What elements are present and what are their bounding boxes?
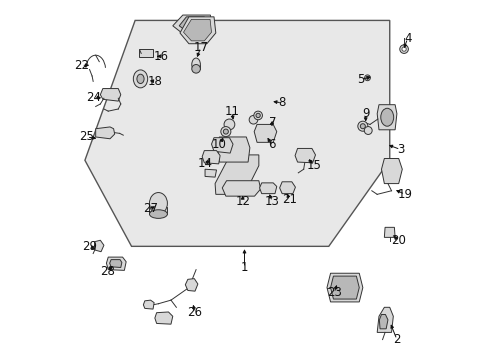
Bar (139, 49, 153, 57)
Polygon shape (376, 105, 396, 130)
Polygon shape (381, 158, 402, 184)
Polygon shape (326, 273, 362, 302)
Circle shape (255, 113, 260, 118)
Circle shape (221, 127, 230, 136)
Text: 18: 18 (147, 75, 162, 88)
Polygon shape (179, 17, 204, 31)
Text: 25: 25 (79, 130, 94, 144)
Circle shape (357, 121, 367, 131)
Polygon shape (180, 17, 215, 44)
Text: 8: 8 (278, 96, 285, 109)
Text: 24: 24 (86, 91, 101, 104)
Polygon shape (259, 183, 276, 194)
Polygon shape (109, 260, 122, 267)
Text: 21: 21 (281, 193, 296, 206)
Polygon shape (94, 240, 104, 252)
Circle shape (366, 76, 368, 79)
Polygon shape (202, 150, 220, 164)
Polygon shape (379, 315, 387, 329)
Circle shape (399, 45, 407, 53)
Polygon shape (279, 182, 295, 194)
Text: 2: 2 (392, 333, 400, 346)
Text: 4: 4 (403, 32, 410, 45)
Text: 17: 17 (193, 41, 208, 54)
Polygon shape (100, 89, 121, 101)
Text: 16: 16 (154, 50, 168, 63)
Polygon shape (217, 137, 249, 162)
Circle shape (401, 47, 406, 51)
Text: 19: 19 (397, 188, 412, 201)
Polygon shape (204, 169, 216, 177)
Polygon shape (330, 276, 359, 299)
Text: 15: 15 (305, 159, 321, 172)
Circle shape (364, 127, 371, 134)
Text: 22: 22 (74, 59, 89, 72)
Ellipse shape (149, 210, 167, 219)
Polygon shape (172, 15, 210, 34)
Polygon shape (254, 125, 276, 142)
Ellipse shape (137, 74, 144, 84)
Text: 3: 3 (396, 143, 404, 156)
Ellipse shape (191, 64, 200, 73)
Ellipse shape (149, 193, 167, 214)
Polygon shape (222, 181, 260, 196)
Polygon shape (376, 307, 392, 332)
Ellipse shape (380, 108, 393, 126)
Text: 10: 10 (211, 138, 226, 150)
Text: 11: 11 (224, 105, 239, 118)
Text: 26: 26 (187, 306, 202, 319)
Polygon shape (211, 138, 233, 153)
Text: 29: 29 (82, 240, 97, 253)
Ellipse shape (191, 58, 200, 71)
Text: 9: 9 (361, 107, 369, 120)
Polygon shape (85, 21, 389, 246)
Circle shape (360, 124, 365, 129)
Polygon shape (294, 148, 315, 163)
Circle shape (224, 119, 234, 130)
Polygon shape (155, 312, 172, 324)
Polygon shape (143, 300, 154, 309)
Polygon shape (96, 127, 115, 139)
Bar (149, 207, 167, 214)
Text: 5: 5 (357, 73, 364, 86)
Text: 14: 14 (197, 157, 212, 170)
Circle shape (249, 116, 257, 124)
Ellipse shape (133, 70, 147, 88)
Text: 28: 28 (100, 265, 115, 278)
Bar (191, 64, 200, 69)
Text: 23: 23 (326, 287, 341, 300)
Polygon shape (106, 257, 126, 270)
Circle shape (223, 129, 228, 134)
Circle shape (364, 75, 369, 81)
Polygon shape (215, 155, 258, 194)
Text: 20: 20 (390, 234, 406, 247)
Text: 12: 12 (235, 195, 250, 208)
Polygon shape (183, 19, 211, 41)
Text: 27: 27 (143, 202, 158, 215)
Text: 13: 13 (264, 195, 279, 208)
Text: 6: 6 (267, 138, 275, 150)
Text: 1: 1 (240, 261, 248, 274)
Circle shape (253, 111, 262, 120)
Text: 7: 7 (269, 116, 276, 129)
Polygon shape (185, 279, 198, 291)
Polygon shape (384, 227, 394, 237)
